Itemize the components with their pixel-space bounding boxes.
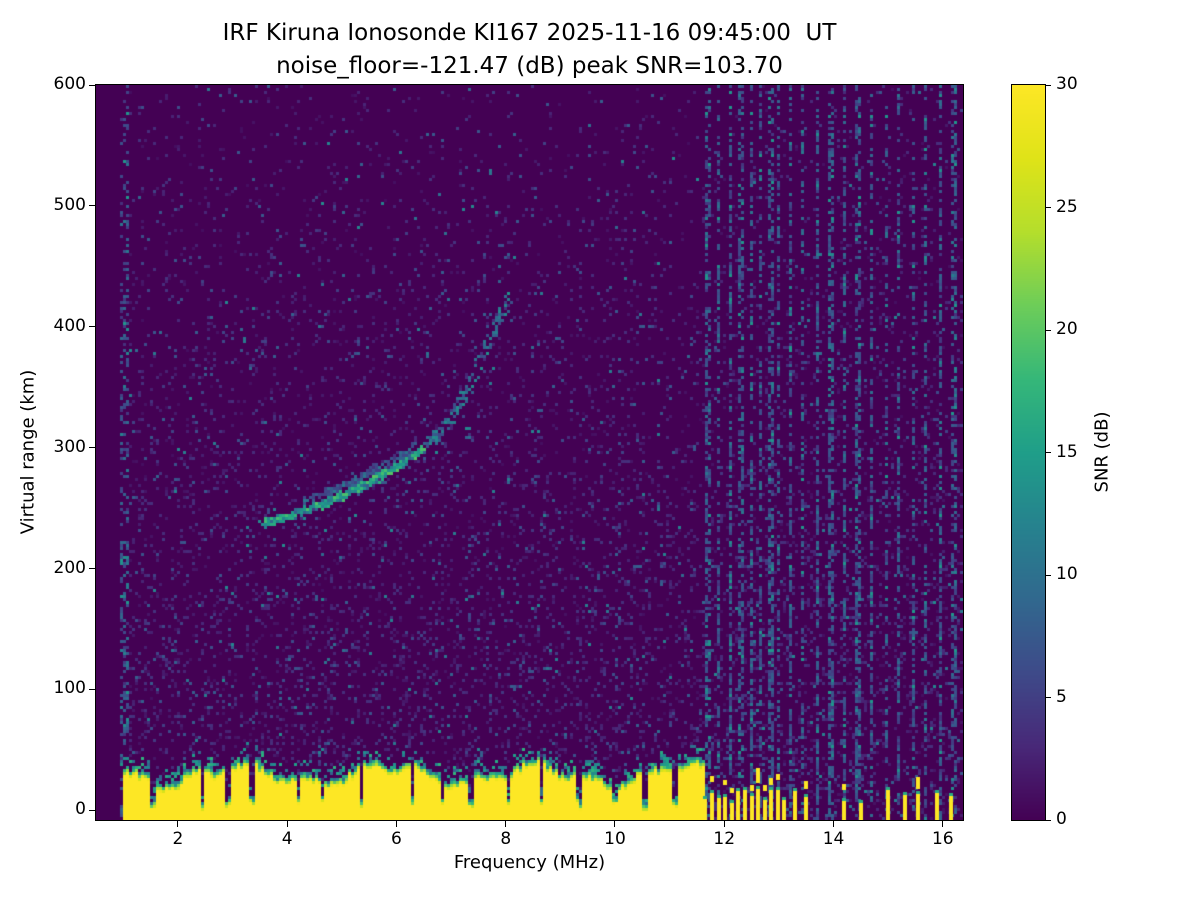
x-tick-label: 2: [172, 829, 184, 849]
x-tick-label: 10: [604, 829, 626, 849]
colorbar-tick-mark: [1046, 819, 1051, 821]
x-tick-label: 16: [931, 829, 954, 849]
y-axis-label: Virtual range (km): [17, 369, 39, 535]
colorbar-tick-mark: [1046, 84, 1051, 86]
colorbar-label: SNR (dB): [1091, 411, 1113, 493]
colorbar-tick-label: 5: [1056, 686, 1067, 707]
plot-area: [95, 84, 964, 821]
y-tick-label: 600: [53, 74, 86, 94]
y-tick-mark: [89, 205, 95, 207]
x-tick-label: 14: [822, 829, 845, 849]
x-tick-mark: [614, 821, 616, 827]
y-tick-mark: [89, 447, 95, 449]
y-tick-mark: [89, 688, 95, 690]
y-tick-label: 500: [53, 194, 86, 215]
y-tick-label: 200: [53, 557, 86, 578]
colorbar-tick-mark: [1046, 207, 1051, 208]
x-tick-label: 4: [281, 829, 293, 849]
x-tick-label: 6: [391, 829, 402, 849]
colorbar-tick-label: 25: [1056, 196, 1078, 217]
y-tick-label: 300: [53, 436, 86, 457]
x-tick-mark: [723, 821, 725, 827]
chart-title: IRF Kiruna Ionosonde KI167 2025-11-16 09…: [222, 20, 837, 46]
colorbar-tick-label: 0: [1056, 809, 1067, 829]
colorbar-tick-label: 30: [1056, 74, 1078, 94]
y-tick-mark: [89, 84, 95, 86]
x-tick-label: 8: [500, 829, 512, 849]
colorbar: [1011, 84, 1046, 821]
x-tick-label: 12: [713, 829, 736, 849]
x-tick-mark: [177, 821, 179, 827]
y-tick-label: 400: [53, 315, 86, 336]
chart-subtitle: noise_floor=-121.47 (dB) peak SNR=103.70: [276, 53, 783, 79]
x-tick-mark: [395, 821, 397, 827]
x-tick-mark: [505, 821, 507, 827]
x-axis-label: Frequency (MHz): [453, 852, 606, 873]
y-tick-label: 0: [75, 799, 86, 820]
y-tick-mark: [89, 809, 95, 811]
colorbar-tick-mark: [1046, 452, 1051, 453]
colorbar-gradient: [1012, 85, 1045, 820]
y-tick-label: 100: [53, 678, 86, 699]
colorbar-tick-mark: [1046, 574, 1051, 576]
colorbar-tick-label: 10: [1056, 564, 1078, 584]
x-tick-mark: [942, 821, 944, 827]
x-tick-mark: [833, 821, 835, 827]
x-tick-mark: [286, 821, 288, 827]
y-tick-mark: [89, 326, 95, 328]
heatmap-canvas: [96, 85, 963, 820]
colorbar-tick-mark: [1046, 329, 1051, 331]
colorbar-tick-label: 15: [1056, 441, 1078, 462]
colorbar-tick-mark: [1046, 697, 1051, 698]
colorbar-tick-label: 20: [1056, 319, 1078, 339]
y-tick-mark: [89, 568, 95, 570]
